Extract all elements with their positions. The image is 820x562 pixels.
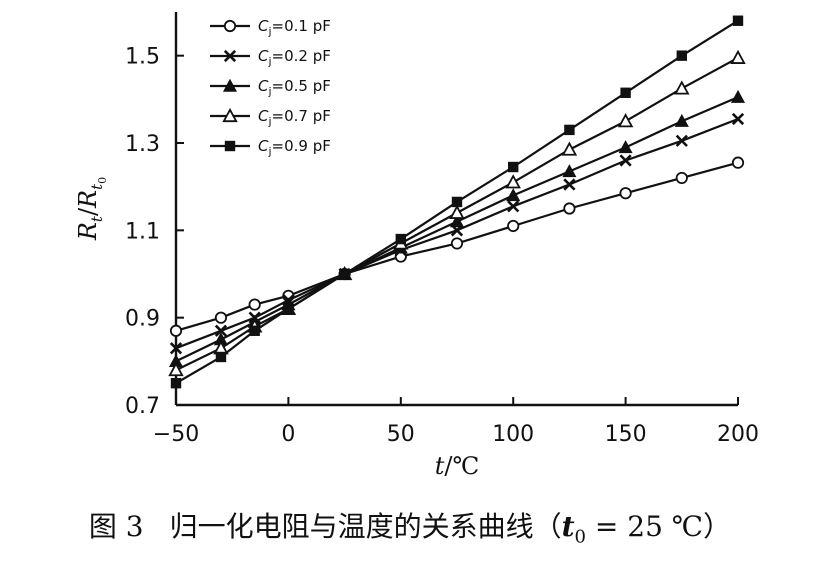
data-point <box>168 361 184 377</box>
y-tick-label: 0.7 <box>125 394 160 419</box>
legend-item: Cj=0.5 pF <box>210 77 331 98</box>
data-point <box>562 164 577 178</box>
caption-t-sub: 0 <box>574 526 586 548</box>
data-point <box>339 268 350 280</box>
series-2 <box>169 112 745 355</box>
data-point <box>561 141 578 156</box>
x-tick-label: 100 <box>492 422 534 447</box>
data-point <box>675 134 688 147</box>
x-tick-label: 150 <box>605 422 647 447</box>
data-point <box>170 377 182 389</box>
legend-label: Cj=0.7 pF <box>258 107 331 128</box>
x-tick-label: −50 <box>153 422 199 447</box>
legend-marker <box>222 78 238 92</box>
data-point <box>214 324 228 337</box>
data-point <box>619 187 632 200</box>
data-point <box>395 233 406 245</box>
legend-marker <box>224 140 236 152</box>
series-line <box>175 117 739 350</box>
data-point <box>169 324 183 337</box>
legend-label: Cj=0.9 pF <box>258 137 331 158</box>
series-layer <box>168 15 746 389</box>
data-point <box>730 89 746 103</box>
data-point <box>732 15 744 26</box>
legend-label: Cj=0.2 pF <box>258 47 331 68</box>
line-chart: −50 0 50 100 150 200 0.7 0.9 1.1 1.3 1.5 Cj=0.1 pF… <box>74 12 759 480</box>
data-point <box>505 174 521 189</box>
legend-marker <box>222 107 238 123</box>
data-point <box>449 214 465 228</box>
series-1 <box>169 156 745 337</box>
legend-label: Cj=0.1 pF <box>258 17 331 38</box>
legend-label: Cj=0.5 pF <box>258 77 331 98</box>
data-point <box>620 87 631 98</box>
data-point <box>507 200 520 213</box>
data-point <box>564 124 575 136</box>
axis-labels: t/℃ Rt/Rt0 <box>74 177 479 480</box>
caption-t-var: t <box>561 510 575 543</box>
data-point <box>214 311 228 324</box>
data-point <box>731 156 745 169</box>
legend-item: Cj=0.9 pF <box>210 137 331 158</box>
y-tick-label: 1.3 <box>125 132 160 157</box>
legend-item: Cj=0.2 pF <box>210 47 331 68</box>
figure-number: 图 3 <box>88 510 144 543</box>
x-axis-label: t/℃ <box>435 452 480 480</box>
data-point <box>618 140 633 154</box>
data-point <box>731 112 745 126</box>
axes: −50 0 50 100 150 200 0.7 0.9 1.1 1.3 1.5 <box>125 12 759 447</box>
y-tick-label: 1.1 <box>125 219 160 244</box>
legend-item: Cj=0.7 pF <box>210 107 331 128</box>
legend-marker <box>223 19 237 33</box>
caption-equals: = 25 ℃ <box>586 510 704 543</box>
y-tick-label: 0.9 <box>125 307 160 332</box>
series-line <box>175 96 739 363</box>
data-point <box>563 178 576 191</box>
data-point <box>450 237 464 250</box>
data-point <box>449 204 465 219</box>
data-point <box>507 219 520 233</box>
data-point <box>451 196 463 208</box>
data-point <box>248 298 261 311</box>
caption-open-paren: （ <box>533 510 562 543</box>
data-point <box>675 171 688 185</box>
data-point <box>676 50 687 61</box>
data-point <box>674 80 690 95</box>
legend-item: Cj=0.1 pF <box>210 17 331 38</box>
data-point <box>617 113 634 128</box>
y-axis-label: Rt/Rt0 <box>74 177 109 241</box>
y-tick-label: 1.5 <box>125 45 160 70</box>
data-point <box>506 188 521 202</box>
data-point <box>730 49 746 64</box>
series-5 <box>170 15 744 389</box>
x-tick-label: 0 <box>281 422 295 447</box>
data-point <box>283 303 294 315</box>
caption-close-paren: ） <box>703 510 732 543</box>
data-point <box>169 342 183 355</box>
data-point <box>563 202 576 215</box>
series-line <box>175 19 739 385</box>
data-point <box>215 351 227 363</box>
x-tick-label: 50 <box>387 422 415 447</box>
caption-text: 归一化电阻与温度的关系曲线 <box>169 510 534 543</box>
legend: Cj=0.1 pF Cj=0.2 pF Cj=0.5 pF Cj=0.7 pF Cj=0… <box>210 17 331 158</box>
data-point <box>508 161 519 173</box>
x-tick-label: 200 <box>717 422 759 447</box>
data-point <box>674 113 689 127</box>
legend-marker <box>223 49 237 63</box>
figure-caption: 图 3 归一化电阻与温度的关系曲线（t0 = 25 ℃） <box>0 505 820 548</box>
data-point <box>619 154 632 167</box>
data-point <box>249 325 260 336</box>
series-4 <box>168 49 746 377</box>
